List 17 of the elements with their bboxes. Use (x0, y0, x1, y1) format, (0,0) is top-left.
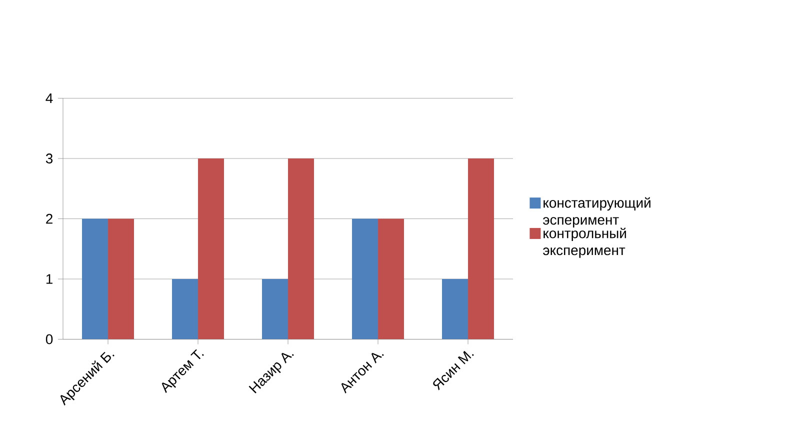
bar (262, 279, 288, 340)
y-tick-label: 1 (46, 274, 52, 284)
legend-label: констатирующий эсперимент (543, 197, 650, 228)
bar (468, 158, 494, 340)
bar (352, 218, 378, 340)
bar (82, 218, 108, 340)
y-tick-label: 2 (46, 214, 52, 224)
bar (198, 158, 224, 340)
legend-label: контрольный эксперимент (543, 228, 626, 258)
y-tick-label: 3 (46, 154, 53, 164)
bar (172, 279, 198, 340)
y-tick-label: 0 (46, 334, 53, 344)
bar (288, 158, 314, 340)
bar (378, 218, 404, 340)
bar (442, 279, 468, 340)
bar (108, 218, 134, 340)
y-tick-label: 4 (46, 93, 53, 104)
